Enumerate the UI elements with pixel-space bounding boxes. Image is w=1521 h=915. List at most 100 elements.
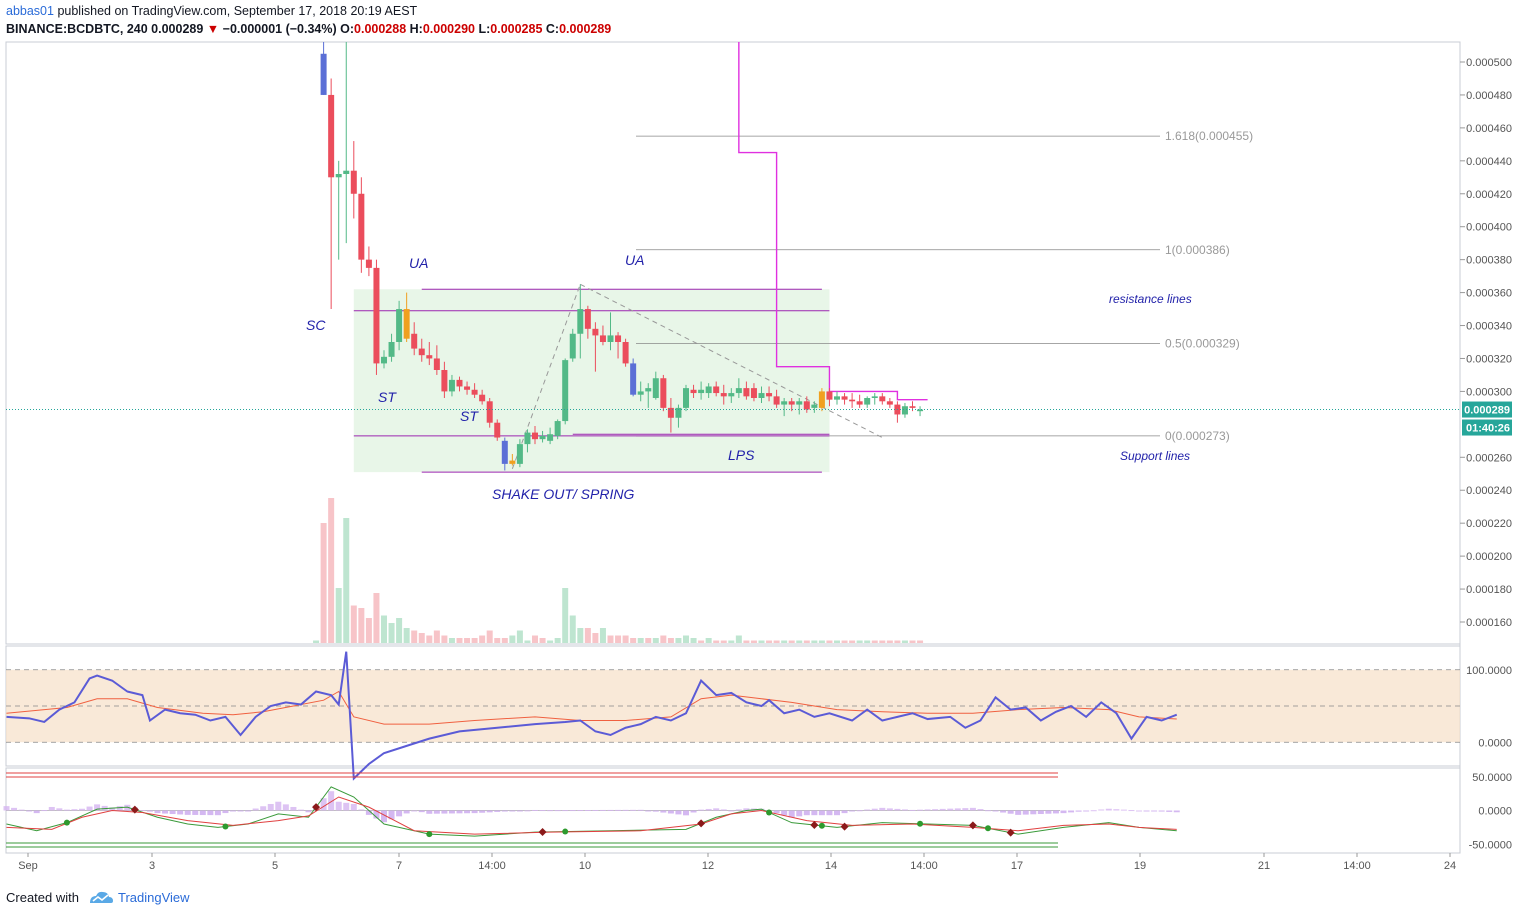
high-label: H:	[409, 22, 423, 36]
macd-histogram-bar	[146, 810, 153, 812]
rsi-pane[interactable]	[6, 651, 1460, 781]
volume-bar	[509, 635, 516, 643]
macd-histogram-bar	[71, 809, 78, 811]
fib-label: 1.618(0.000455)	[1165, 129, 1253, 143]
volume-bar	[834, 640, 840, 643]
candle-body	[720, 393, 727, 397]
candle-body	[426, 355, 433, 359]
time-tick-label: 7	[396, 860, 402, 872]
macd-histogram-bar	[992, 810, 999, 812]
macd-histogram-bar	[199, 810, 206, 816]
volume-bar	[358, 608, 365, 643]
volume-bar	[403, 628, 410, 643]
volume-bar	[562, 588, 569, 643]
macd-cross-down-marker	[697, 819, 706, 828]
chart-canvas[interactable]: 1.618(0.000455) 1(0.000386) 0.5(0.000329) 0…	[0, 0, 1521, 880]
macd-histogram-bar	[924, 809, 931, 811]
macd-pane[interactable]	[3, 772, 1180, 848]
macd-histogram-bar	[1068, 810, 1075, 813]
candle-body	[532, 432, 538, 440]
macd-histogram-bar	[230, 810, 236, 812]
macd-histogram-bar	[373, 810, 380, 819]
range-box	[353, 289, 830, 473]
rsi-band	[6, 669, 1460, 743]
volume-bar	[494, 638, 501, 643]
candle-body	[796, 401, 803, 405]
volume-bar	[818, 640, 825, 643]
macd-histogram-bar	[856, 810, 863, 812]
volume-bar	[524, 640, 531, 643]
volume-bar	[396, 618, 403, 643]
author-name[interactable]: abbas01	[6, 4, 54, 18]
volume-bar	[516, 630, 523, 643]
open-label: O:	[340, 22, 355, 36]
time-tick-label: 10	[579, 860, 591, 872]
main-pane[interactable]: 1.618(0.000455) 1(0.000386) 0.5(0.000329) 0…	[6, 0, 1460, 643]
annotations: SC ST ST UA UA LPS SHAKE OUT/ SPRING res…	[306, 252, 1192, 502]
macd-histogram-bar	[1075, 810, 1082, 812]
candle-body	[879, 396, 886, 402]
macd-histogram-bar	[448, 810, 455, 814]
volume-bar	[464, 638, 471, 643]
time-tick-label: 19	[1134, 860, 1146, 872]
candle-body	[328, 94, 335, 178]
macd-histogram-bar	[1030, 810, 1037, 815]
macd-histogram-bar	[501, 810, 508, 812]
macd-cross-down-marker	[1006, 828, 1015, 837]
macd-cross-up-marker	[917, 820, 924, 827]
tradingview-logo-icon[interactable]	[88, 889, 114, 905]
macd-histogram-bar	[652, 810, 659, 812]
macd-histogram-bar	[713, 808, 720, 811]
fib-label: 1(0.000386)	[1165, 243, 1230, 257]
macd-histogram-bar	[162, 810, 169, 814]
macd-histogram-bar	[494, 810, 501, 812]
time-tick-label: 14:00	[1343, 860, 1371, 872]
price-axis[interactable]: 0.000500 0.000480 0.000460 0.000440 0.000420…	[1460, 57, 1512, 629]
volume-bar	[381, 615, 387, 643]
volume-bar	[652, 638, 659, 643]
candle-body	[418, 348, 425, 356]
volume-bar	[350, 605, 357, 643]
price-tick-label: 0.000400	[1466, 222, 1512, 234]
footer: Created with TradingView	[0, 880, 1521, 915]
candle-body	[652, 378, 659, 398]
macd-histogram-bar	[79, 808, 85, 811]
volume-bar	[856, 640, 863, 643]
annotation-support: Support lines	[1120, 449, 1190, 463]
volume-bar	[426, 635, 433, 643]
candle-body	[365, 259, 372, 268]
candle-body	[396, 309, 403, 342]
created-with-label: Created with	[6, 890, 79, 905]
candle-body	[803, 401, 810, 410]
symbol-info: BINANCE:BCDBTC, 240 0.000289 ▼ −0.000001…	[6, 22, 611, 36]
symbol-label: BINANCE:BCDBTC, 240	[6, 22, 148, 36]
time-axis[interactable]: Sep 3 5 7 14:00 10 12 14 14:00 17 19 21 14:00 24	[18, 853, 1456, 872]
macd-histogram-bar	[1083, 810, 1090, 812]
macd-histogram-bar	[388, 810, 395, 820]
price-tick-label: 0.000440	[1466, 156, 1512, 168]
macd-histogram-bar	[909, 809, 916, 811]
macd-histogram-bar	[1022, 810, 1029, 815]
candle-body	[728, 393, 735, 397]
macd-histogram-bar	[26, 810, 33, 812]
macd-histogram-bar	[977, 809, 984, 811]
macd-histogram-bar	[207, 810, 214, 816]
trend-dashed-line	[580, 283, 883, 438]
macd-histogram-bar	[169, 810, 176, 815]
time-tick-label: 21	[1258, 860, 1270, 872]
macd-histogram-bar	[335, 801, 342, 811]
tradingview-brand[interactable]: TradingView	[118, 890, 190, 905]
macd-histogram-bar	[260, 806, 267, 811]
candle-body	[622, 342, 629, 364]
publish-info: abbas01 published on TradingView.com, Se…	[6, 4, 417, 18]
candle-body	[381, 356, 387, 364]
time-tick-label: 17	[1011, 860, 1023, 872]
macd-histogram-bar	[48, 806, 55, 811]
rsi-line	[6, 651, 1178, 781]
macd-histogram-bar	[267, 803, 274, 811]
macd-histogram-bar	[109, 807, 116, 811]
macd-histogram-bar	[607, 809, 614, 811]
macd-cross-down-marker	[312, 803, 321, 812]
macd-histogram-bar	[547, 810, 554, 812]
macd-cross-up-marker	[818, 822, 825, 829]
